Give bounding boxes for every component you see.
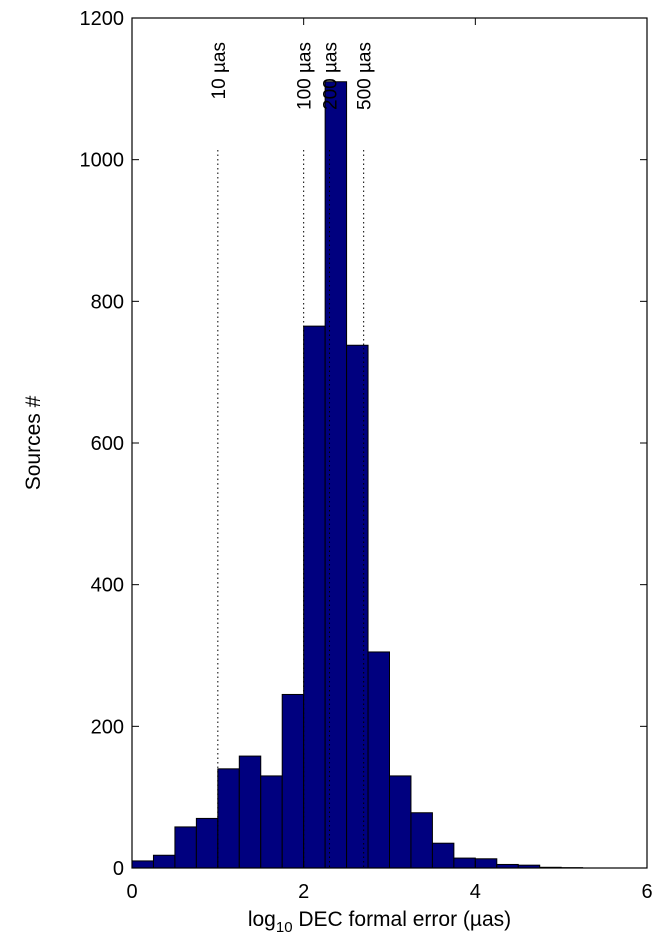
reference-line-label-1: 100 µas (295, 42, 316, 110)
bars-group (131, 81, 584, 869)
y-axis-ticks: 0 200 400 600 800 1000 1200 (80, 8, 647, 880)
histogram-bar-14 (431, 842, 455, 869)
y-tick-label-2: 400 (91, 575, 124, 597)
x-axis-label-prefix: log (248, 908, 276, 931)
x-tick-label-2: 4 (470, 881, 481, 903)
histogram-bar-5 (238, 755, 262, 869)
histogram-bar-16 (474, 858, 498, 869)
x-axis-label-subscript: 10 (276, 919, 293, 936)
x-axis-ticks: 0 2 4 6 (126, 18, 653, 903)
reference-line-label-2: 200 µas (321, 42, 342, 110)
reference-line-label-0: 10 µas (209, 42, 230, 99)
x-tick-label-1: 2 (298, 881, 309, 903)
reference-line-label-3: 500 µas (355, 42, 376, 110)
histogram-bar-0 (131, 860, 154, 869)
histogram-bar-11 (367, 651, 390, 869)
x-axis-label: log10 DEC formal error (µas) (248, 908, 511, 936)
y-tick-label-4: 800 (91, 291, 124, 313)
y-tick-label-5: 1000 (80, 150, 125, 172)
histogram-bar-8 (303, 325, 326, 869)
x-axis-label-suffix: DEC formal error (µas) (293, 908, 512, 931)
histogram-bar-6 (260, 775, 283, 869)
y-tick-label-3: 600 (91, 433, 124, 455)
x-tick-label-3: 6 (641, 881, 652, 903)
histogram-bar-7 (281, 693, 305, 869)
histogram-bar-9 (324, 81, 348, 869)
y-axis-label: Sources # (22, 395, 45, 490)
histogram-bar-15 (453, 857, 476, 869)
histogram-bar-1 (152, 854, 176, 869)
reference-lines-group: 10 µas 100 µas 200 µas 500 µas (209, 42, 376, 868)
y-tick-label-1: 200 (91, 716, 124, 738)
histogram-bar-12 (389, 775, 412, 869)
x-tick-label-0: 0 (126, 881, 137, 903)
y-tick-label-0: 0 (113, 858, 124, 880)
histogram-bar-4 (217, 768, 240, 869)
histogram-bar-13 (410, 812, 433, 869)
histogram-bar-2 (174, 826, 197, 869)
histogram-bar-3 (195, 817, 219, 869)
histogram-bar-10 (346, 344, 369, 869)
y-tick-label-6: 1200 (80, 8, 125, 30)
